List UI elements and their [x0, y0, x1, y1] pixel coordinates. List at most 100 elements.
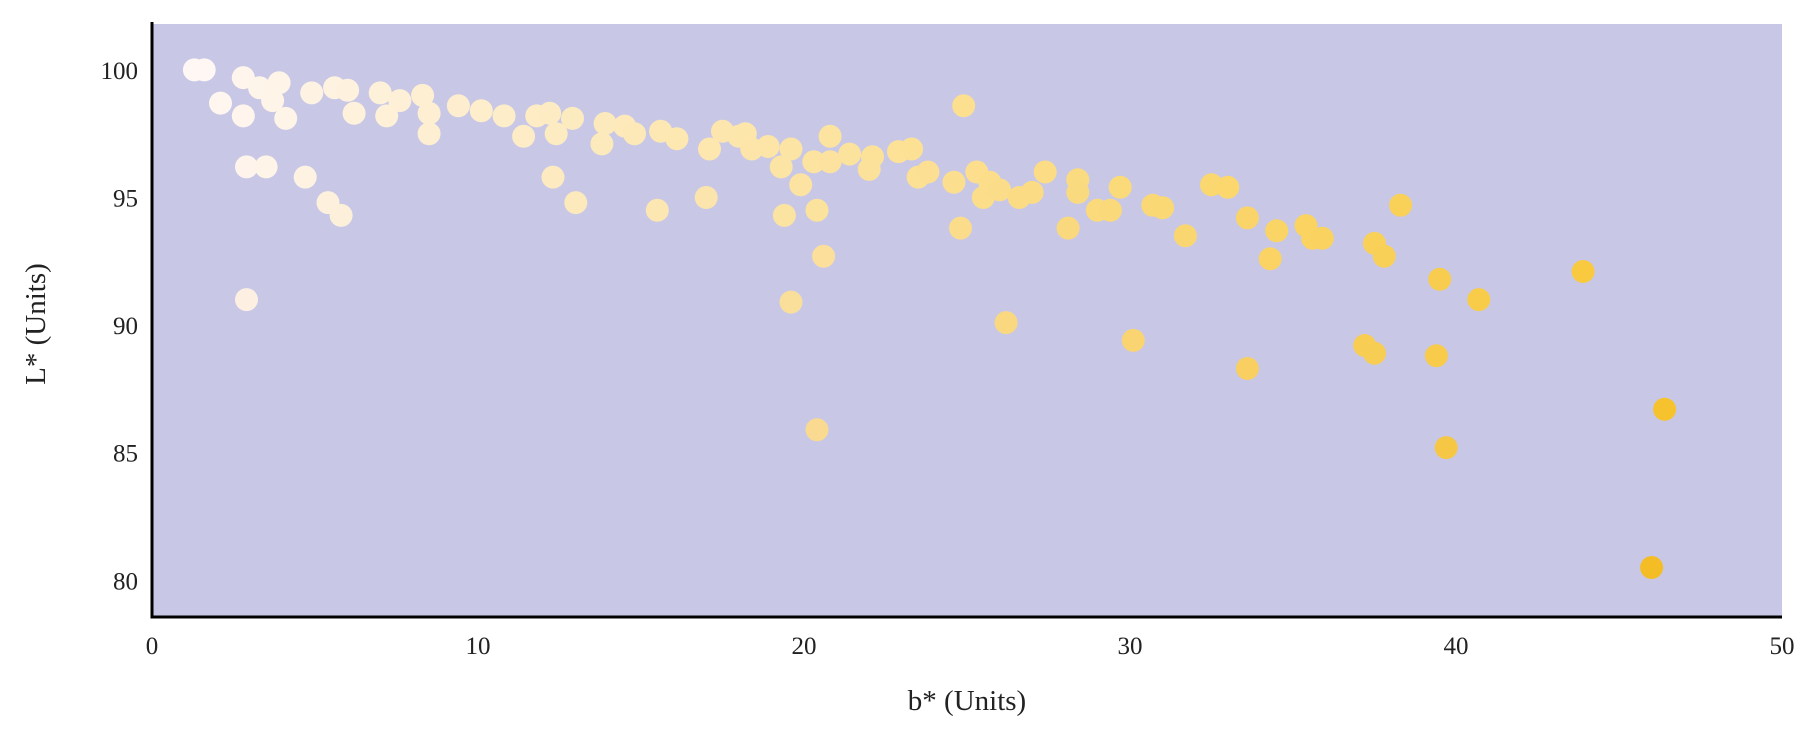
- data-point: [769, 155, 793, 179]
- data-point: [1173, 224, 1197, 248]
- data-point: [342, 101, 366, 125]
- data-point: [192, 58, 216, 82]
- y-tick-label: 85: [113, 441, 138, 468]
- data-point: [1372, 244, 1396, 268]
- data-point: [235, 288, 258, 312]
- data-point: [1310, 226, 1334, 250]
- data-point: [593, 112, 617, 135]
- x-tick-label: 20: [792, 633, 817, 660]
- data-point: [812, 244, 836, 268]
- data-point: [916, 160, 940, 184]
- data-point: [1108, 175, 1132, 199]
- data-point: [541, 165, 565, 189]
- data-point: [805, 198, 829, 222]
- data-point: [512, 124, 536, 148]
- data-point: [375, 104, 399, 128]
- data-point: [1640, 556, 1664, 579]
- x-axis-ticks: 0 10 20 30 40 50: [146, 633, 1795, 660]
- x-axis-title: b* (Units): [908, 685, 1026, 717]
- data-point: [1235, 357, 1259, 380]
- x-tick-label: 50: [1770, 633, 1795, 660]
- data-point: [857, 157, 881, 181]
- data-point: [1235, 206, 1259, 230]
- data-point: [994, 311, 1018, 335]
- x-tick-label: 0: [146, 633, 159, 660]
- data-point: [544, 122, 568, 146]
- data-point: [1434, 436, 1458, 460]
- data-point: [818, 124, 842, 148]
- data-point: [779, 290, 803, 314]
- data-point: [1258, 247, 1282, 271]
- data-point: [1121, 328, 1145, 352]
- y-tick-label: 95: [113, 186, 138, 213]
- data-point: [802, 150, 826, 174]
- x-tick-label: 30: [1118, 633, 1143, 660]
- data-points: [182, 58, 1677, 579]
- data-point: [988, 178, 1012, 202]
- data-point: [267, 71, 291, 95]
- data-point: [274, 106, 298, 130]
- data-point: [818, 150, 842, 174]
- data-point: [900, 137, 924, 161]
- x-tick-label: 40: [1444, 633, 1469, 660]
- data-point: [1467, 288, 1491, 312]
- data-point: [1056, 216, 1080, 240]
- data-point: [942, 170, 966, 194]
- data-point: [1571, 260, 1595, 283]
- data-point: [949, 216, 972, 240]
- data-point: [564, 191, 588, 215]
- data-point: [300, 81, 324, 105]
- data-point: [694, 186, 718, 209]
- data-point: [417, 122, 441, 146]
- data-point: [561, 106, 584, 130]
- y-axis-ticks: 100 95 90 85 80: [101, 58, 139, 595]
- data-point: [293, 165, 317, 189]
- data-point: [1428, 267, 1452, 291]
- data-point: [1098, 198, 1122, 222]
- data-point: [1653, 397, 1677, 421]
- data-point: [590, 132, 614, 156]
- data-point: [805, 418, 829, 442]
- data-point: [1151, 196, 1175, 220]
- data-point: [329, 203, 353, 227]
- data-point: [952, 94, 976, 118]
- x-tick-label: 10: [466, 633, 491, 660]
- data-point: [411, 83, 435, 107]
- y-axis-title: L* (Units): [20, 263, 52, 385]
- y-tick-label: 80: [113, 568, 138, 595]
- data-point: [756, 135, 780, 158]
- data-point: [645, 198, 669, 222]
- data-point: [417, 101, 441, 125]
- data-point: [1363, 341, 1386, 365]
- data-point: [1020, 180, 1044, 204]
- data-point: [261, 89, 285, 113]
- data-point: [1265, 219, 1289, 243]
- data-point: [538, 101, 562, 125]
- data-point: [838, 142, 862, 166]
- y-tick-label: 90: [113, 313, 138, 340]
- data-point: [1033, 160, 1057, 184]
- data-point: [698, 137, 721, 161]
- data-point: [231, 104, 255, 128]
- data-point: [1424, 344, 1448, 368]
- data-point: [388, 89, 412, 113]
- data-point: [665, 127, 689, 151]
- data-point: [1389, 193, 1413, 217]
- data-point: [368, 81, 392, 105]
- y-tick-label: 100: [101, 58, 139, 85]
- data-point: [209, 91, 232, 115]
- data-point: [1216, 175, 1240, 199]
- data-point: [446, 94, 470, 118]
- data-point: [235, 155, 258, 179]
- data-point: [1066, 180, 1090, 204]
- data-point: [779, 137, 803, 161]
- data-point: [492, 104, 516, 128]
- data-point: [336, 78, 360, 102]
- data-point: [469, 99, 493, 123]
- data-point: [772, 203, 796, 227]
- data-point: [789, 173, 813, 197]
- data-point: [623, 122, 646, 146]
- data-point: [254, 155, 278, 179]
